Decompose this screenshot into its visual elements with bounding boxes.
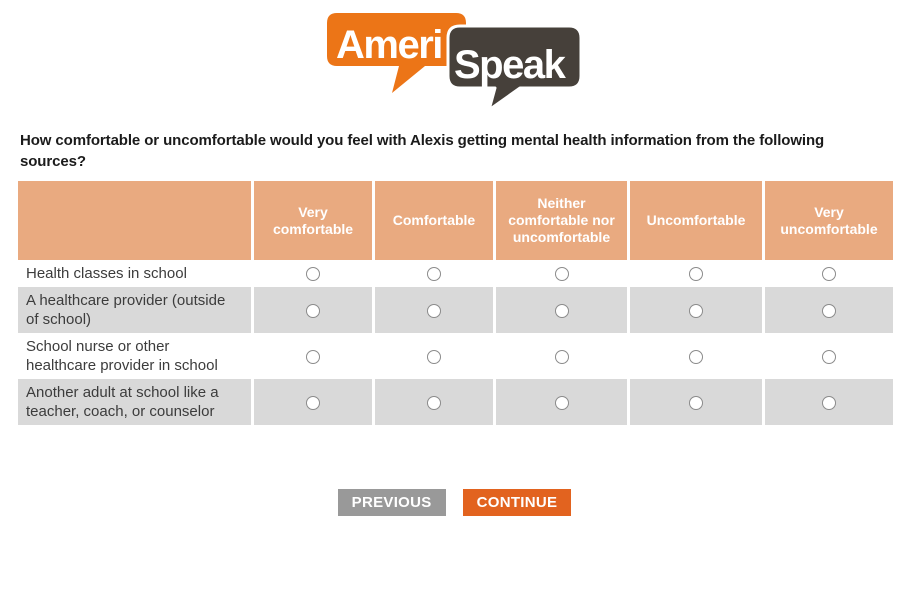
radio-healthcare-provider-very-uncomfortable[interactable] (822, 303, 836, 318)
radio-school-nurse-comfortable[interactable] (427, 349, 441, 364)
radio-another-adult-uncomfortable[interactable] (689, 395, 703, 410)
table-row-another-adult: Another adult at school like a teacher, … (18, 379, 893, 425)
response-matrix: Very comfortable Comfortable Neither com… (18, 181, 893, 425)
amerispeak-logo-svg: Ameri Speak (326, 13, 582, 112)
row-label: A healthcare provider (outside of school… (18, 287, 251, 333)
radio-healthcare-provider-comfortable[interactable] (427, 303, 441, 318)
row-label: School nurse or other healthcare provide… (26, 338, 218, 374)
radio-health-classes-very-uncomfortable[interactable] (822, 267, 836, 282)
matrix-header-row: Very comfortable Comfortable Neither com… (18, 181, 893, 260)
continue-button[interactable]: CONTINUE (462, 489, 572, 516)
question-text: How comfortable or uncomfortable would y… (20, 132, 825, 170)
column-header-neither: Neither comfortable nor uncomfortable (493, 181, 627, 260)
radio-school-nurse-very-comfortable[interactable] (306, 349, 320, 364)
logo-text-ameri: Ameri (336, 23, 442, 67)
radio-healthcare-provider-very-comfortable[interactable] (306, 303, 320, 318)
column-header-very-comfortable: Very comfortable (251, 181, 372, 260)
radio-school-nurse-uncomfortable[interactable] (689, 349, 703, 364)
radio-school-nurse-neither[interactable] (554, 349, 569, 364)
dark-speech-bubble (446, 24, 582, 112)
orange-speech-bubble (326, 13, 466, 93)
radio-health-classes-very-comfortable[interactable] (306, 267, 320, 282)
navigation-buttons: PREVIOUS CONTINUE (0, 489, 909, 516)
column-header-uncomfortable: Uncomfortable (627, 181, 762, 260)
radio-health-classes-neither[interactable] (554, 267, 569, 282)
table-row-health-classes: Health classes in school (18, 260, 893, 287)
logo-text-speak: Speak (454, 43, 567, 87)
radio-school-nurse-very-uncomfortable[interactable] (822, 349, 836, 364)
column-header-comfortable: Comfortable (372, 181, 493, 260)
radio-health-classes-comfortable[interactable] (427, 267, 441, 282)
amerispeak-logo: Ameri Speak (326, 9, 584, 112)
table-row-school-nurse: School nurse or other healthcare provide… (18, 333, 893, 379)
radio-another-adult-neither[interactable] (554, 395, 569, 410)
row-label: Another adult at school like a teacher, … (18, 379, 251, 425)
matrix-corner-cell (18, 181, 251, 260)
radio-another-adult-very-uncomfortable[interactable] (822, 395, 836, 410)
radio-health-classes-uncomfortable[interactable] (689, 267, 703, 282)
radio-healthcare-provider-uncomfortable[interactable] (689, 303, 703, 318)
previous-button[interactable]: PREVIOUS (337, 489, 446, 516)
table-row-healthcare-provider: A healthcare provider (outside of school… (18, 287, 893, 333)
radio-another-adult-comfortable[interactable] (427, 395, 441, 410)
row-label: Health classes in school (26, 265, 187, 282)
radio-another-adult-very-comfortable[interactable] (306, 395, 320, 410)
radio-healthcare-provider-neither[interactable] (554, 303, 569, 318)
column-header-very-uncomfortable: Very uncomfortable (762, 181, 893, 260)
